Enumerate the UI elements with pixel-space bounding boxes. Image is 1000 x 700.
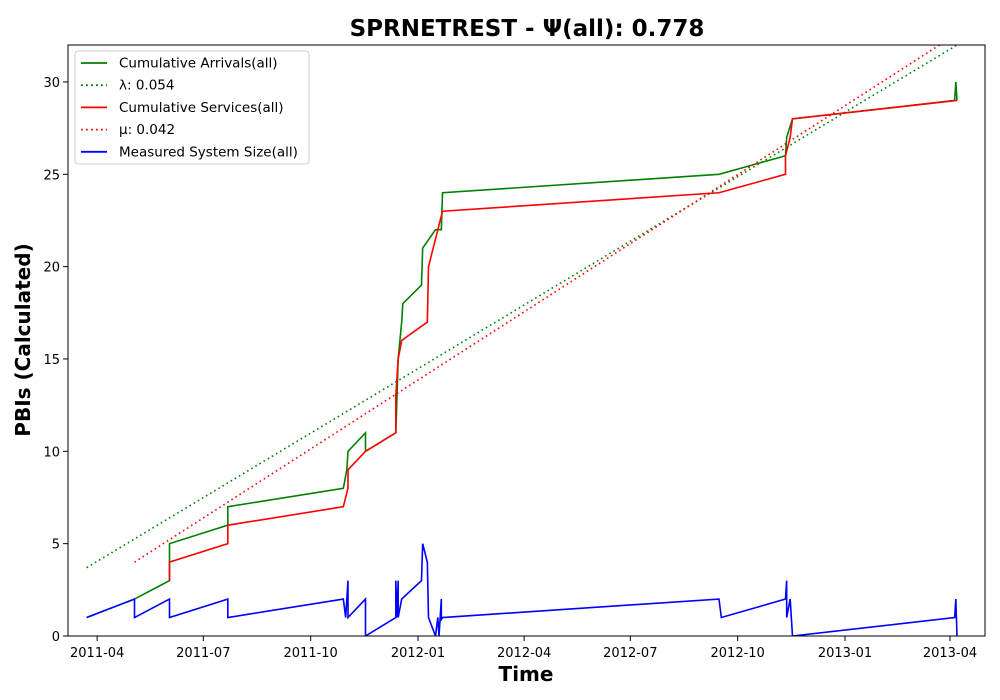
x-tick-label: 2011-10 bbox=[284, 646, 338, 661]
x-tick-label: 2012-07 bbox=[603, 646, 657, 661]
legend-label-cumulative-services-all: Cumulative Services(all) bbox=[119, 100, 284, 116]
x-axis-title: Time bbox=[499, 662, 554, 686]
x-tick-label: 2012-01 bbox=[391, 646, 445, 661]
x-axis-ticks: 2011-04 2011-07 2011-10 2012-01 2012-04 2012-… bbox=[70, 636, 977, 661]
legend-label-0-054: λ: 0.054 bbox=[119, 78, 174, 94]
x-tick-label: 2012-04 bbox=[497, 646, 551, 661]
y-tick-label: 25 bbox=[43, 168, 60, 183]
series-line-2 bbox=[86, 45, 958, 569]
y-tick-label: 10 bbox=[43, 445, 60, 460]
legend-label-0-042: μ: 0.042 bbox=[119, 122, 175, 138]
series-line-1 bbox=[86, 81, 958, 619]
x-tick-label: 2012-10 bbox=[711, 646, 765, 661]
y-axis-ticks: 0 5 10 15 20 25 30 bbox=[43, 76, 68, 645]
x-tick-label: 2013-01 bbox=[818, 646, 872, 661]
x-tick-label: 2013-04 bbox=[923, 646, 977, 661]
series-line-3 bbox=[168, 99, 958, 581]
legend-label-cumulative-arrivals-all: Cumulative Arrivals(all) bbox=[119, 56, 278, 72]
legend: Cumulative Arrivals(all) λ: 0.054 Cumulati… bbox=[74, 50, 310, 165]
plot-frame bbox=[67, 44, 986, 637]
y-tick-label: 30 bbox=[43, 76, 60, 91]
y-tick-label: 5 bbox=[52, 538, 60, 553]
legend-label-measured-system-size-all: Measured System Size(all) bbox=[119, 144, 298, 160]
series-layer bbox=[86, 45, 958, 636]
series-line-4 bbox=[134, 45, 940, 563]
y-tick-label: 20 bbox=[43, 261, 60, 276]
series-line-5 bbox=[86, 543, 958, 636]
y-tick-label: 0 bbox=[52, 630, 60, 645]
chart-title: SPRNETREST - Ψ(all): 0.778 bbox=[350, 16, 705, 42]
legend-box bbox=[74, 50, 310, 165]
x-tick-label: 2011-04 bbox=[70, 646, 124, 661]
y-tick-label: 15 bbox=[43, 353, 60, 368]
y-axis-title: PBIs (Calculated) bbox=[11, 243, 35, 436]
x-tick-label: 2011-07 bbox=[176, 646, 230, 661]
